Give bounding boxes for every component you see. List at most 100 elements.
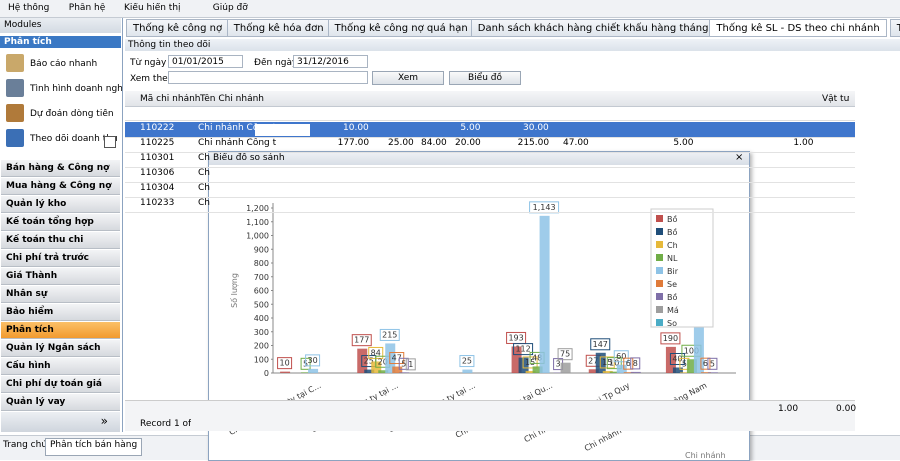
tab[interactable]: Danh sách khách hàng chiết khấu hàng thá… <box>471 19 716 37</box>
y-tick-label: 500 <box>254 300 269 309</box>
cell: 110225 <box>140 138 174 148</box>
y-tick-label: 0 <box>264 369 269 378</box>
legend-label: Má <box>667 306 679 315</box>
data-label: 193 <box>508 333 523 342</box>
sidebar-group[interactable]: Chi phí dự toán giá <box>1 376 120 393</box>
data-label: 8 <box>633 359 638 368</box>
data-label: 5 <box>401 359 406 368</box>
button[interactable]: Biểu đồ <box>449 71 521 85</box>
grid-row[interactable] <box>125 197 855 213</box>
sidebar-icon <box>6 79 24 97</box>
data-label: 190 <box>663 334 678 343</box>
sidebar-group[interactable]: Phân tích <box>1 322 120 339</box>
panel-title: Thông tin theo dõi <box>125 39 900 51</box>
data-label: 6 <box>703 359 708 368</box>
sidebar-scroll[interactable] <box>104 136 116 148</box>
y-tick-label: 100 <box>254 355 269 364</box>
sidebar-group[interactable]: Cấu hình <box>1 358 120 375</box>
bar <box>561 363 571 373</box>
cell: Ch <box>198 168 210 178</box>
grid-footer <box>125 400 855 431</box>
grid-row[interactable] <box>125 182 855 198</box>
cell: 110233 <box>140 198 174 208</box>
date-input[interactable]: 31/12/2016 <box>293 55 368 68</box>
legend-swatch <box>656 293 663 300</box>
menu-item[interactable]: Phân hệ <box>69 3 105 13</box>
sidebar-item[interactable]: Dự đoán dòng tiền <box>30 109 114 119</box>
white-box <box>255 124 310 136</box>
sidebar-group[interactable]: Kế toán tổng hợp <box>1 214 120 231</box>
bar <box>673 368 683 374</box>
y-tick-label: 400 <box>254 314 269 323</box>
filter-row <box>125 106 855 121</box>
bar <box>462 370 472 373</box>
tab[interactable]: Thống kê SL - DS theo khá <box>890 19 900 37</box>
grid-row[interactable] <box>125 152 855 168</box>
footer-nav[interactable]: Record 1 of <box>140 419 191 429</box>
data-label: 147 <box>593 340 608 349</box>
menu-bar: Hệ thống Phân hệ Kiểu hiển thị Giúp đỡ <box>0 0 900 18</box>
column-header[interactable]: Mã chi nhánh <box>140 94 201 104</box>
status-home[interactable]: Trang chủ <box>3 440 47 450</box>
legend-label: Bồ <box>667 214 677 224</box>
data-label: 1 <box>408 360 413 369</box>
legend-swatch <box>656 254 663 261</box>
sidebar-title: Modules <box>0 18 121 33</box>
sidebar-icon <box>6 104 24 122</box>
sidebar-group[interactable]: Chi phí trả trước <box>1 250 120 267</box>
bar <box>708 372 718 373</box>
bar <box>280 372 290 373</box>
cell: 177.00 <box>338 138 370 148</box>
cell: 110306 <box>140 168 174 178</box>
y-tick-label: 200 <box>254 342 269 351</box>
sidebar-icon <box>6 54 24 72</box>
legend-swatch <box>656 306 663 313</box>
menu-item[interactable]: Hệ thống <box>8 3 49 13</box>
cell: 10.00 <box>343 123 369 133</box>
legend-swatch <box>656 267 663 274</box>
sidebar-group[interactable]: Quản lý Ngân sách <box>1 340 120 357</box>
grid-row[interactable] <box>125 167 855 183</box>
sidebar-group[interactable]: Quản lý vay <box>1 394 120 411</box>
data-label: 25 <box>462 357 472 366</box>
sidebar-group[interactable]: Bán hàng & Công nợ <box>1 160 120 177</box>
data-label: 177 <box>354 336 369 345</box>
cell: Ch <box>198 198 210 208</box>
sidebar-item[interactable]: Tình hình doanh nghiệp <box>30 84 123 94</box>
legend-label: So <box>667 319 677 328</box>
total: 0.00 <box>836 404 856 414</box>
date-input[interactable]: 01/01/2015 <box>168 55 243 68</box>
sidebar-group[interactable]: Mua hàng & Công nợ <box>1 178 120 195</box>
sidebar-group[interactable]: Nhân sự <box>1 286 120 303</box>
sidebar-item[interactable]: Báo cáo nhanh <box>30 59 97 69</box>
legend-label: Bồ <box>667 292 677 302</box>
button[interactable]: Xem <box>372 71 444 85</box>
cell: 5.00 <box>673 138 693 148</box>
sidebar-group[interactable]: Bảo hiểm <box>1 304 120 321</box>
cell: 5.00 <box>460 123 480 133</box>
tab[interactable]: Thống kê SL - DS theo chi nhánh <box>709 19 886 37</box>
sidebar-group[interactable]: Giá Thành <box>1 268 120 285</box>
tab[interactable]: Thống kê công nợ <box>126 19 229 37</box>
status-tab[interactable]: Phân tích bán hàng <box>45 438 142 456</box>
legend-swatch <box>656 319 663 326</box>
y-tick-label: 800 <box>254 259 269 268</box>
tab[interactable]: Thống kê công nợ quá hạn <box>328 19 475 37</box>
select[interactable] <box>168 71 368 84</box>
cell: 47.00 <box>563 138 589 148</box>
sidebar-group[interactable]: Quản lý kho <box>1 196 120 213</box>
column-header[interactable]: Tên Chi nhánh <box>200 94 264 104</box>
cell: 84.00 <box>421 138 447 148</box>
tab[interactable]: Thống kê hóa đơn <box>227 19 331 37</box>
menu-item[interactable]: Giúp đỡ <box>213 3 248 13</box>
cell: 110222 <box>140 123 174 133</box>
y-axis-label: Số lượng <box>229 273 239 308</box>
sidebar-more[interactable]: » <box>1 412 120 432</box>
menu-item[interactable]: Kiểu hiển thị <box>124 3 181 13</box>
sidebar-group[interactable]: Kế toán thu chi <box>1 232 120 249</box>
cell: Chi nhánh Công t <box>198 138 276 148</box>
data-label: 75 <box>560 350 570 359</box>
bar <box>308 369 318 373</box>
column-header[interactable]: Vật tư <box>822 94 849 104</box>
